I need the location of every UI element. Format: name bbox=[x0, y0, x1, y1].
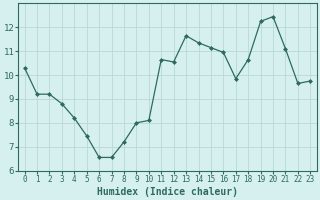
X-axis label: Humidex (Indice chaleur): Humidex (Indice chaleur) bbox=[97, 186, 238, 197]
